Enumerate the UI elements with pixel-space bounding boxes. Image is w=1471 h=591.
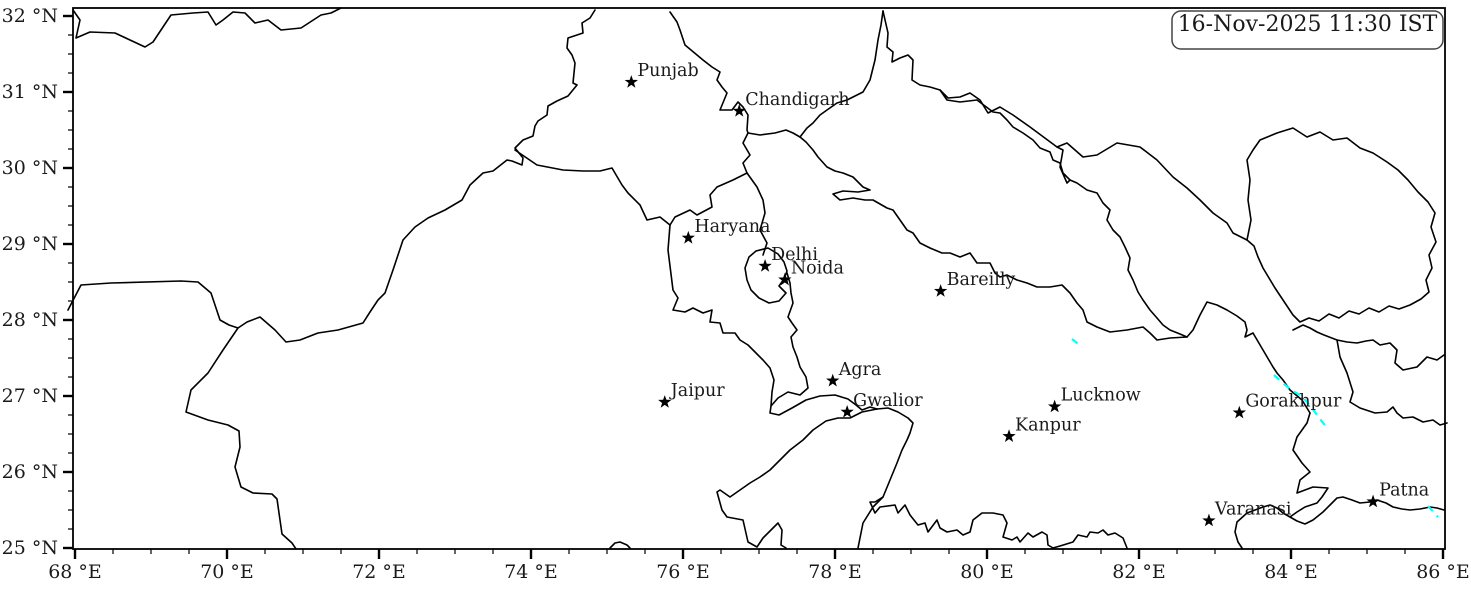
city-marker: Agra bbox=[826, 360, 881, 387]
boundary-line bbox=[1336, 339, 1448, 426]
boundary-line bbox=[869, 496, 1128, 549]
boundary-line bbox=[514, 149, 748, 226]
city-marker: Chandigarh bbox=[732, 90, 850, 117]
boundary-line bbox=[67, 280, 239, 329]
x-tick-label: 82 °E bbox=[1112, 561, 1166, 583]
state-boundaries-layer bbox=[67, 7, 1448, 550]
city-label: Patna bbox=[1379, 481, 1429, 501]
x-tick-label: 74 °E bbox=[504, 561, 558, 583]
river-dashed-line bbox=[1427, 505, 1439, 518]
city-marker: Haryana bbox=[681, 217, 770, 244]
y-tick-label: 30 °N bbox=[2, 157, 58, 179]
city-label: Punjab bbox=[637, 61, 698, 81]
city-label: Jaipur bbox=[669, 381, 726, 401]
city-star-icon bbox=[1232, 405, 1246, 419]
city-label: Bareilly bbox=[947, 270, 1016, 290]
city-marker: Kanpur bbox=[1002, 415, 1081, 442]
city-star-icon bbox=[933, 284, 948, 297]
city-label: Gorakhpur bbox=[1245, 392, 1342, 412]
boundary-line bbox=[744, 247, 788, 304]
city-marker: Lucknow bbox=[1047, 386, 1141, 413]
city-star-icon bbox=[624, 75, 638, 88]
city-marker: Varanasi bbox=[1202, 500, 1292, 527]
x-tick-label: 86 °E bbox=[1416, 561, 1470, 583]
city-star-icon bbox=[778, 272, 792, 286]
boundary-line bbox=[185, 9, 596, 550]
city-label: Noida bbox=[791, 259, 844, 279]
boundary-line bbox=[747, 129, 801, 138]
city-marker: Gwalior bbox=[840, 391, 923, 418]
city-label: Delhi bbox=[771, 245, 818, 265]
river-dashed-line bbox=[1071, 338, 1083, 348]
x-tick-label: 70 °E bbox=[200, 561, 254, 583]
city-star-icon bbox=[840, 404, 854, 418]
boundary-line bbox=[716, 408, 878, 549]
boundary-line bbox=[746, 172, 768, 256]
city-marker: Patna bbox=[1366, 481, 1429, 508]
city-marker: Jaipur bbox=[658, 381, 725, 408]
city-star-icon bbox=[1202, 513, 1216, 527]
boundary-line bbox=[769, 272, 878, 416]
boundary-line bbox=[1289, 496, 1445, 525]
y-tick-label: 25 °N bbox=[2, 537, 58, 559]
y-tick-label: 29 °N bbox=[2, 233, 58, 255]
boundary-line bbox=[882, 10, 1248, 241]
timestamp-box bbox=[1171, 10, 1444, 50]
boundary-line bbox=[72, 7, 342, 48]
city-label: Gwalior bbox=[853, 391, 923, 411]
city-marker: Noida bbox=[778, 259, 844, 286]
city-marker: Gorakhpur bbox=[1232, 392, 1342, 419]
city-star-icon bbox=[758, 259, 772, 272]
y-tick-label: 31 °N bbox=[2, 81, 58, 103]
boundary-line bbox=[1246, 127, 1437, 323]
boundary-line bbox=[1234, 412, 1329, 549]
timestamp-box-group: 16-Nov-2025 11:30 IST bbox=[1171, 10, 1444, 50]
city-star-icon bbox=[681, 230, 695, 244]
city-label: Lucknow bbox=[1061, 386, 1141, 406]
river-lines-layer bbox=[1071, 338, 1439, 518]
boundary-line bbox=[1056, 146, 1071, 184]
boundary-line bbox=[669, 11, 751, 174]
boundary-line bbox=[939, 89, 1188, 338]
boundary-line bbox=[857, 407, 914, 549]
city-star-icon bbox=[1047, 399, 1062, 413]
x-tick-label: 78 °E bbox=[808, 561, 862, 583]
city-label: Chandigarh bbox=[745, 90, 849, 110]
city-star-icon bbox=[1366, 494, 1380, 508]
city-star-icon bbox=[1002, 429, 1016, 442]
y-tick-label: 28 °N bbox=[2, 309, 58, 331]
x-tick-label: 84 °E bbox=[1264, 561, 1318, 583]
x-tick-label: 80 °E bbox=[960, 561, 1014, 583]
boundary-line bbox=[799, 10, 884, 138]
city-marker: Punjab bbox=[624, 61, 699, 88]
city-label: Haryana bbox=[694, 217, 770, 237]
city-label: Kanpur bbox=[1015, 415, 1081, 435]
x-tick-label: 76 °E bbox=[656, 561, 710, 583]
y-tick-label: 26 °N bbox=[2, 461, 58, 483]
x-tick-label: 68 °E bbox=[48, 561, 102, 583]
axes-ticks-layer: 68 °E 70 °E 72 °E 74 °E 76 °E 78 °E 80 °E 82 °E… bbox=[2, 5, 1470, 583]
boundary-line bbox=[667, 224, 775, 407]
y-tick-label: 32 °N bbox=[2, 5, 58, 27]
city-star-icon bbox=[658, 395, 672, 408]
x-tick-label: 72 °E bbox=[352, 561, 406, 583]
city-star-icon bbox=[732, 104, 746, 117]
city-star-icon bbox=[826, 373, 840, 387]
boundary-line bbox=[1292, 324, 1445, 371]
timestamp-label: 16-Nov-2025 11:30 IST bbox=[1178, 12, 1438, 37]
city-label: Varanasi bbox=[1214, 500, 1292, 520]
boundary-line bbox=[609, 541, 631, 549]
city-marker: Delhi bbox=[758, 245, 818, 272]
city-marker: Bareilly bbox=[933, 270, 1016, 297]
y-tick-label: 27 °N bbox=[2, 385, 58, 407]
boundary-line bbox=[799, 136, 1311, 414]
city-label: Agra bbox=[838, 360, 882, 380]
